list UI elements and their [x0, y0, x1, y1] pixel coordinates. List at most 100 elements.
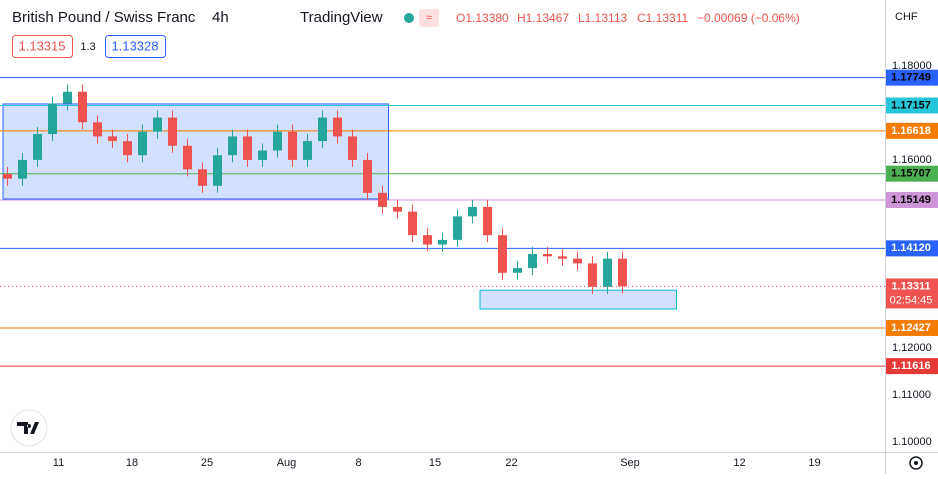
candle-body: [528, 253, 537, 269]
candle-body: [378, 192, 387, 207]
spread: 1.3: [80, 41, 95, 53]
candle-body: [3, 174, 12, 179]
level-label-bg: [886, 358, 938, 375]
ohlc-low: L1.13113: [578, 11, 627, 25]
candle-body: [213, 155, 222, 186]
candle-body: [318, 117, 327, 142]
range-box: [2, 103, 389, 200]
y-tick-label: 1.12000: [892, 342, 932, 354]
candle-body: [228, 136, 237, 156]
last-price-label: 1.13311: [891, 280, 930, 292]
settings-icon[interactable]: [909, 456, 923, 470]
range-box: [479, 289, 677, 310]
candle-body: [348, 136, 357, 160]
level-label-bg: [886, 97, 938, 114]
candle-body: [498, 235, 507, 273]
candle-body: [198, 169, 207, 186]
level-label: 1.14120: [891, 242, 931, 254]
x-tick-label: 18: [126, 457, 138, 469]
candle-body: [588, 263, 597, 287]
tv-logo: [10, 409, 48, 447]
y-tick-label: 1.16000: [892, 154, 932, 166]
candle-body: [63, 91, 72, 104]
level-label-bg: [886, 191, 938, 208]
candle-body: [33, 134, 42, 160]
candle-body: [468, 206, 477, 217]
candle-body: [483, 206, 492, 236]
candle-body: [423, 235, 432, 245]
header: British Pound / Swiss Franc 4h TradingVi…: [12, 9, 918, 58]
candle-body: [453, 216, 462, 240]
y-tick-label: 1.10000: [892, 436, 932, 448]
currency: CHF: [895, 11, 918, 23]
last-price-bg: [886, 278, 938, 309]
x-tick-label: Sep: [620, 457, 640, 469]
level-label-bg: [886, 69, 938, 86]
x-tick-label: 19: [808, 457, 820, 469]
x-tick-label: 8: [355, 457, 361, 469]
candle-body: [513, 268, 522, 273]
candle-body: [438, 239, 447, 245]
y-tick-label: 1.18000: [892, 60, 932, 72]
candle-body: [603, 258, 612, 287]
candle-body: [333, 117, 342, 137]
candle-body: [18, 159, 27, 179]
alert-icon: ≈: [426, 12, 432, 24]
x-tick-label: 15: [429, 457, 441, 469]
level-label: 1.15707: [891, 168, 931, 180]
x-tick-label: 11: [53, 457, 64, 469]
candle-body: [408, 211, 417, 236]
candle-body: [123, 141, 132, 156]
candle-body: [618, 258, 627, 287]
sell-button[interactable]: [12, 35, 73, 58]
level-label-bg: [886, 165, 938, 182]
candle-body: [48, 103, 57, 135]
level-label: 1.16618: [891, 125, 931, 137]
candle-body: [573, 258, 582, 264]
candle-body: [558, 256, 567, 259]
level-label: 1.12427: [891, 322, 931, 334]
candle-body: [138, 131, 147, 156]
x-tick-label: 22: [505, 457, 517, 469]
ohlc-high: H1.13467: [517, 11, 569, 25]
symbol: British Pound / Swiss Franc: [12, 9, 196, 26]
level-label-bg: [886, 122, 938, 139]
level-label: 1.15149: [891, 194, 931, 206]
ohlc-close: C1.13311: [637, 11, 688, 25]
level-label: 1.17749: [891, 72, 931, 84]
candle-body: [108, 136, 117, 142]
candle-body: [258, 150, 267, 160]
level-label-bg: [886, 319, 938, 336]
candle-body: [273, 131, 282, 151]
x-tick-label: Aug: [277, 457, 297, 469]
candle-body: [168, 117, 177, 146]
countdown: 02:54:45: [890, 294, 933, 306]
x-tick-label: 25: [201, 457, 213, 469]
candle-body: [543, 253, 552, 257]
plot: [0, 77, 885, 367]
candle-body: [393, 206, 402, 212]
alert-badge[interactable]: [419, 9, 439, 27]
status-dot: [404, 13, 414, 23]
level-label: 1.17157: [891, 99, 931, 111]
x-tick-label: 12: [733, 457, 745, 469]
candle-body: [183, 145, 192, 170]
level-label-bg: [886, 240, 938, 257]
ohlc-open: O1.13380: [456, 11, 509, 25]
change: −0.00069 (−0.06%): [697, 11, 800, 25]
candle-body: [363, 159, 372, 193]
sell-price: 1.13315: [19, 38, 66, 53]
candle-body: [303, 141, 312, 160]
candle-body: [93, 122, 102, 137]
interval: 4h: [212, 9, 229, 26]
buy-price: 1.13328: [112, 38, 159, 53]
candle-body: [288, 131, 297, 160]
source: TradingView: [300, 9, 383, 26]
y-tick-label: 1.11000: [892, 389, 931, 401]
candle-body: [243, 136, 252, 160]
candle-body: [78, 91, 87, 123]
buy-button[interactable]: [105, 35, 166, 58]
